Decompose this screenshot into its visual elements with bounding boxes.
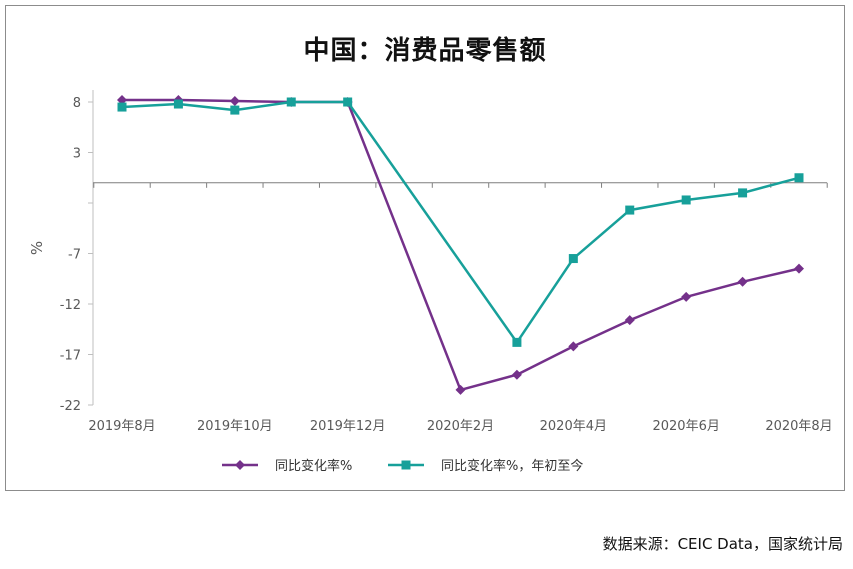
diamond-point [117,94,127,105]
square-point [230,105,240,115]
x-tick-label: 2020年2月 [427,419,494,434]
legend-label: 同比变化率%，年初至今 [441,458,583,474]
x-tick-label: 2020年4月 [540,419,607,434]
chart-legend: 同比变化率% 同比变化率%，年初至今 [222,458,583,474]
legend-marker-square [401,460,411,470]
diamond-point [794,263,804,274]
y-tick-label: -17 [60,349,81,364]
y-tick-label: 8 [73,96,81,111]
series-ytd-line [121,100,800,344]
diamond-point [681,291,692,302]
diamond-point [229,95,240,106]
x-tick-label: 2020年6月 [652,419,719,434]
x-tick-label: 2019年10月 [197,419,273,434]
chart-axes: 8 3 -7 -12 -17 -22% 2019年8月 2019年10月 2019年12月 202… [28,90,833,434]
diamond-point [737,276,748,287]
legend-label: 同比变化率% [275,458,352,474]
square-point [286,97,296,107]
square-point [794,173,804,183]
chart-series [117,94,804,395]
source-note: 数据来源：CEIC Data，国家统计局 [602,535,843,553]
diamond-point [511,369,522,380]
y-tick-label: 3 [73,147,81,162]
square-point [738,188,748,198]
chart-title: 中国：消费品零售额 [303,36,547,66]
square-point [343,97,353,107]
y-axis-label: % [28,241,46,255]
y-tick-label: -22 [60,399,81,414]
diamond-point [624,315,635,326]
y-tick-label: -12 [60,298,81,313]
series-yoy-line [122,98,800,392]
y-tick-label: -7 [68,248,81,263]
legend-marker-diamond [235,460,245,470]
x-tick-label: 2019年8月 [88,419,155,434]
diamond-point [455,384,466,395]
square-point [681,195,691,205]
square-point [117,102,127,112]
chart-frame: 中国：消费品零售额 [5,5,845,491]
x-tick-label: 2020年8月 [765,419,832,434]
square-point [625,205,635,215]
diamond-point [568,341,579,352]
x-tick-label: 2019年12月 [310,419,386,434]
square-point [568,254,578,264]
square-point [512,337,522,347]
square-point [173,99,183,109]
